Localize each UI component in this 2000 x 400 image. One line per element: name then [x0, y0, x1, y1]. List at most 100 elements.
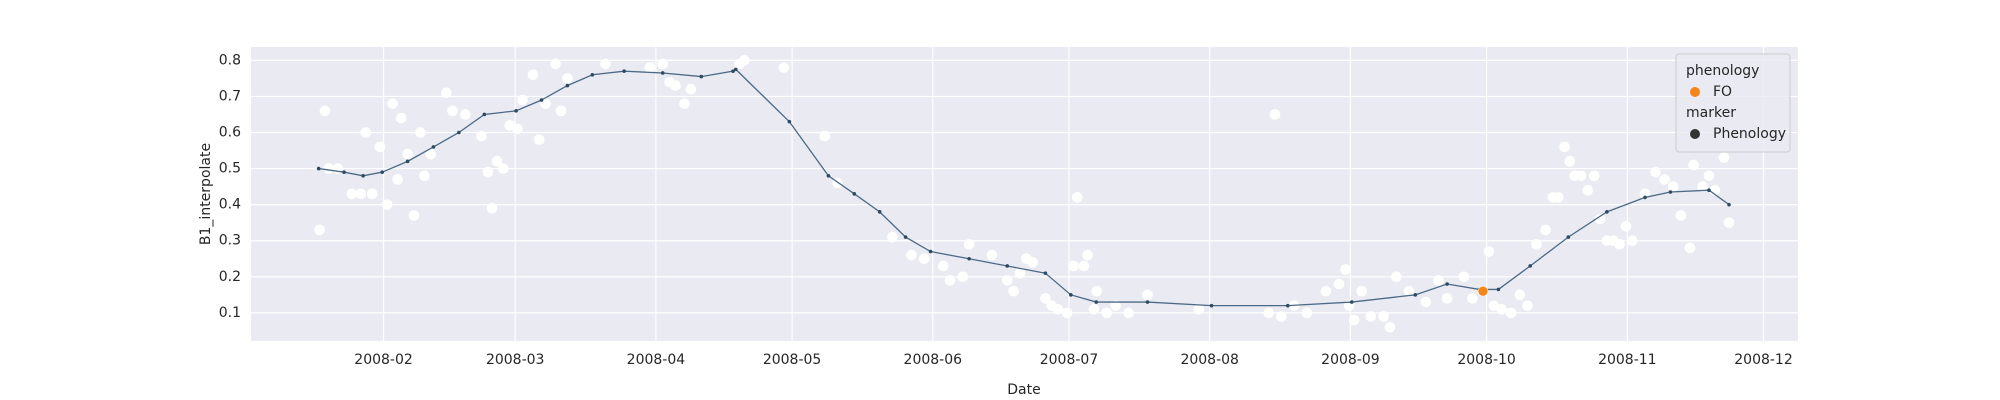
point [1703, 170, 1715, 182]
line-dot [877, 210, 882, 214]
point [1496, 303, 1507, 315]
line-dot [316, 166, 321, 171]
point [1378, 311, 1389, 322]
point [486, 202, 498, 214]
point [1420, 296, 1432, 308]
point [1356, 285, 1368, 297]
line-dot [1727, 202, 1731, 207]
y-tick-label: 0.8 [219, 52, 241, 68]
point [402, 148, 413, 160]
x-tick-label: 2008-04 [627, 352, 686, 368]
point [1614, 239, 1625, 250]
point [1110, 300, 1122, 311]
point [1068, 260, 1079, 272]
point [986, 249, 998, 261]
point [517, 94, 528, 106]
point [459, 109, 471, 120]
point [395, 112, 407, 124]
line-dot [565, 83, 570, 88]
point [1723, 217, 1735, 228]
point [1514, 289, 1526, 301]
point [440, 87, 452, 99]
legend-swatch [1690, 129, 1700, 139]
point [1008, 285, 1019, 297]
point [1071, 192, 1083, 203]
point [319, 105, 331, 117]
y-tick-label: 0.7 [219, 88, 241, 104]
point [360, 127, 372, 138]
point [1040, 293, 1051, 304]
y-tick-label: 0.4 [219, 197, 241, 213]
point [1659, 174, 1670, 185]
point [387, 98, 398, 109]
point [314, 224, 325, 236]
line-dot [1643, 195, 1647, 200]
point [562, 73, 573, 84]
point [1582, 184, 1594, 196]
point [374, 141, 386, 153]
line-dot [903, 235, 908, 239]
point [1101, 307, 1112, 319]
point [366, 188, 378, 200]
line-dot [1445, 282, 1449, 286]
point [1091, 285, 1102, 297]
point [1142, 289, 1153, 301]
point [600, 58, 611, 70]
line-dot [787, 119, 792, 124]
y-tick-label: 0.3 [219, 233, 241, 249]
point [408, 210, 420, 221]
line-dot [1566, 235, 1571, 239]
line-dot [1707, 188, 1711, 193]
point [1467, 293, 1478, 304]
line-dot [660, 71, 665, 75]
point [1564, 156, 1575, 167]
line-dot [361, 173, 365, 178]
point [1718, 152, 1730, 164]
x-tick-label: 2008-12 [1734, 352, 1793, 368]
point [739, 55, 750, 66]
line-dot [733, 67, 738, 72]
legend-swatch [1690, 87, 1700, 97]
x-tick-label: 2008-09 [1321, 352, 1380, 368]
point [670, 80, 681, 91]
x-tick-label: 2008-07 [1040, 352, 1099, 368]
x-tick-label: 2008-05 [763, 352, 822, 368]
point [1688, 159, 1699, 171]
point [1320, 285, 1332, 297]
line-dot [967, 256, 971, 261]
point [550, 58, 561, 70]
x-tick-label: 2008-08 [1180, 352, 1239, 368]
point [887, 231, 898, 243]
point [1684, 242, 1696, 254]
point [957, 271, 969, 283]
plot-area [251, 47, 1798, 341]
line-dot [1349, 300, 1354, 304]
point [447, 105, 458, 117]
line-dot [1496, 287, 1501, 292]
line-dot [457, 130, 461, 135]
line-dot [731, 69, 735, 73]
point [1667, 181, 1679, 192]
point [1627, 235, 1638, 247]
point [1384, 321, 1396, 333]
legend-title: phenology [1686, 63, 1759, 79]
line-dot [928, 249, 933, 254]
y-axis-label: B1_interpolate [198, 143, 214, 245]
point [1061, 307, 1073, 319]
point [1276, 311, 1287, 322]
point [1263, 307, 1275, 319]
point [1340, 264, 1351, 275]
legend-title: marker [1686, 105, 1736, 121]
legend-box [1675, 53, 1791, 153]
point [1052, 303, 1064, 315]
point [1650, 166, 1661, 178]
line-dot [1528, 264, 1532, 268]
point [1458, 271, 1470, 283]
point [355, 188, 367, 200]
legend-label: FO [1713, 84, 1732, 100]
x-tick-label: 2008-06 [904, 352, 963, 368]
point [476, 130, 487, 142]
line-dot [1668, 190, 1673, 194]
point [1620, 220, 1632, 232]
y-tick-label: 0.5 [219, 161, 241, 177]
